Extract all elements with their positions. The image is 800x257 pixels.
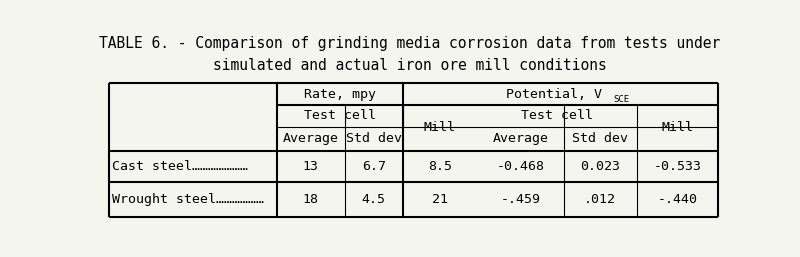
Text: 6.7: 6.7 <box>362 160 386 173</box>
Text: Wrought steel………………: Wrought steel……………… <box>112 193 264 206</box>
Text: Std dev: Std dev <box>572 132 628 145</box>
Text: TABLE 6. - Comparison of grinding media corrosion data from tests under: TABLE 6. - Comparison of grinding media … <box>99 36 721 51</box>
Text: -.459: -.459 <box>500 193 540 206</box>
Text: Test cell: Test cell <box>521 109 593 122</box>
Text: 0.023: 0.023 <box>580 160 620 173</box>
Text: simulated and actual iron ore mill conditions: simulated and actual iron ore mill condi… <box>213 58 607 72</box>
Text: -0.533: -0.533 <box>654 160 702 173</box>
Text: Potential, V: Potential, V <box>506 88 602 101</box>
Text: Mill: Mill <box>424 121 456 134</box>
Text: 21: 21 <box>432 193 448 206</box>
Text: Cast steel…………………: Cast steel………………… <box>112 160 248 173</box>
Text: Average: Average <box>282 132 338 145</box>
Text: Std dev: Std dev <box>346 132 402 145</box>
Text: 8.5: 8.5 <box>428 160 452 173</box>
Text: SCE: SCE <box>613 95 629 104</box>
Text: Average: Average <box>492 132 548 145</box>
Text: -0.468: -0.468 <box>496 160 544 173</box>
Text: 4.5: 4.5 <box>362 193 386 206</box>
Text: Rate, mpy: Rate, mpy <box>304 88 376 101</box>
Text: -.440: -.440 <box>658 193 698 206</box>
Text: .012: .012 <box>584 193 616 206</box>
Text: 18: 18 <box>302 193 318 206</box>
Text: Mill: Mill <box>662 121 694 134</box>
Text: Test cell: Test cell <box>304 109 376 122</box>
Text: 13: 13 <box>302 160 318 173</box>
